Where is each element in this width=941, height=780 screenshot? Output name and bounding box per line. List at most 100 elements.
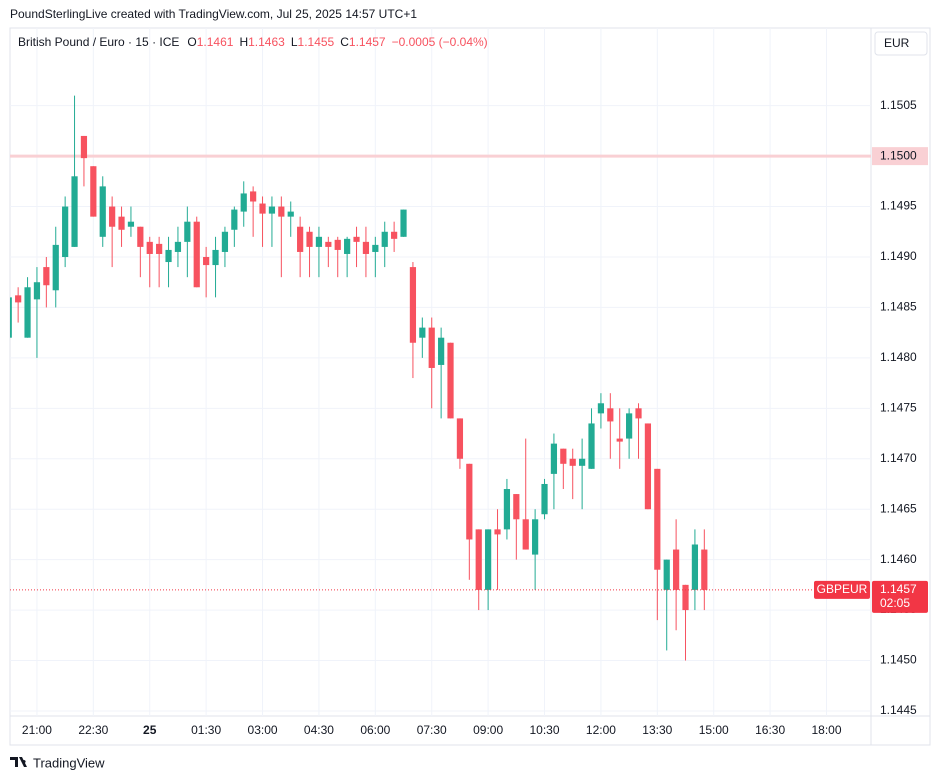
candle-body (438, 337, 445, 365)
legend-name: British Pound / Euro · 15 · ICE (18, 35, 179, 49)
candle-body (541, 483, 548, 515)
candle-body (203, 256, 210, 266)
ohlc-value: 1.1457 (349, 35, 386, 49)
candle-body (250, 191, 257, 202)
x-tick-label: 04:30 (304, 723, 334, 737)
candle-body (325, 241, 332, 247)
candle-body (560, 448, 567, 464)
candle-body (691, 544, 699, 590)
candle-body (165, 249, 172, 263)
candle-body (616, 438, 623, 442)
candle-body (52, 244, 59, 291)
candle-body (287, 211, 294, 217)
level-label: 1.1500 (880, 148, 917, 162)
x-tick-label: 21:00 (22, 723, 52, 737)
candle-body (278, 206, 285, 217)
candle-body (372, 244, 379, 252)
candle-body (400, 209, 407, 237)
candle-body (184, 221, 191, 242)
candle-body (409, 267, 417, 343)
candle-body (344, 238, 351, 254)
candle-body (494, 529, 501, 535)
candle-body (10, 297, 12, 338)
candle-body (146, 241, 153, 254)
candle-body (118, 216, 125, 230)
ohlc-value: 1.1461 (197, 35, 234, 49)
candle-body (569, 458, 576, 466)
candle-body (626, 413, 633, 439)
currency[interactable]: EUR (884, 36, 910, 50)
legend: British Pound / Euro · 15 · ICE O1.1461 H1… (18, 35, 488, 49)
candle-body (306, 231, 313, 247)
candle-body (268, 206, 276, 214)
y-tick-label: 1.1460 (880, 552, 917, 566)
candle-body (231, 209, 238, 230)
candle-body (99, 186, 106, 237)
y-tick-label: 1.1505 (880, 98, 917, 112)
candle-body (109, 206, 116, 227)
ohlc-label: O (187, 35, 196, 49)
ohlc-value: 1.1463 (248, 35, 285, 49)
countdown: 02:05 (880, 596, 910, 610)
candle-body (362, 241, 370, 254)
candle-body (475, 529, 482, 590)
x-tick-label: 10:30 (530, 723, 560, 737)
currency-button[interactable] (874, 31, 928, 56)
candle-body (137, 226, 144, 247)
x-tick-label: 01:30 (191, 723, 221, 737)
candle-body (174, 241, 182, 252)
candle-body (71, 176, 78, 247)
candle-body (588, 423, 595, 469)
x-tick-label: 25 (143, 723, 157, 737)
candle-body (644, 423, 652, 510)
candle-body (315, 236, 323, 247)
candle-body (701, 549, 708, 590)
candle-body (579, 458, 586, 466)
candle-body (127, 221, 135, 227)
ohlc-label: H (239, 35, 248, 49)
y-tick-label: 1.1465 (880, 501, 917, 515)
candle-body (663, 559, 670, 590)
last-price-bg (872, 580, 928, 613)
candle-body (259, 203, 266, 214)
candle-body (33, 282, 41, 300)
candle-body (391, 231, 398, 239)
candle-body (43, 267, 50, 286)
candle-body (597, 403, 605, 414)
candle-body (80, 135, 88, 159)
x-tick-label: 09:00 (473, 723, 503, 737)
chart-frame (9, 27, 931, 746)
candle-body (447, 342, 454, 419)
x-tick-label: 16:30 (755, 723, 785, 737)
candle-body (503, 489, 511, 530)
y-tick-label: 1.1450 (880, 653, 917, 667)
candle-body (466, 463, 473, 540)
y-tick-label: 1.1470 (880, 451, 917, 465)
ohlc-label: C (340, 35, 349, 49)
symbol-label: GBPEUR (817, 582, 868, 596)
x-tick-label: 06:00 (360, 723, 390, 737)
candle-body (334, 239, 341, 250)
candle-body (513, 494, 520, 520)
candle-body (673, 549, 680, 590)
axes: 1.14451.14501.14551.14601.14651.14701.14… (22, 98, 928, 737)
candle-body (24, 287, 31, 338)
x-tick-label: 22:30 (78, 723, 108, 737)
y-tick-label: 1.1485 (880, 300, 917, 314)
candle-body (15, 295, 22, 303)
candle-body (485, 529, 492, 590)
candle-body (682, 584, 689, 611)
header: PoundSterlingLive created with TradingVi… (10, 7, 417, 21)
candle-body (419, 327, 426, 338)
candle-body (62, 206, 69, 257)
candle-body (381, 231, 388, 247)
candle-body (193, 221, 200, 288)
candle-body (550, 443, 558, 474)
candle-body (532, 519, 539, 555)
candle-body (635, 408, 642, 419)
x-tick-label: 18:00 (811, 723, 841, 737)
ohlc-value: 1.1455 (298, 35, 335, 49)
candle-body (456, 418, 464, 459)
plot-area (10, 95, 871, 661)
